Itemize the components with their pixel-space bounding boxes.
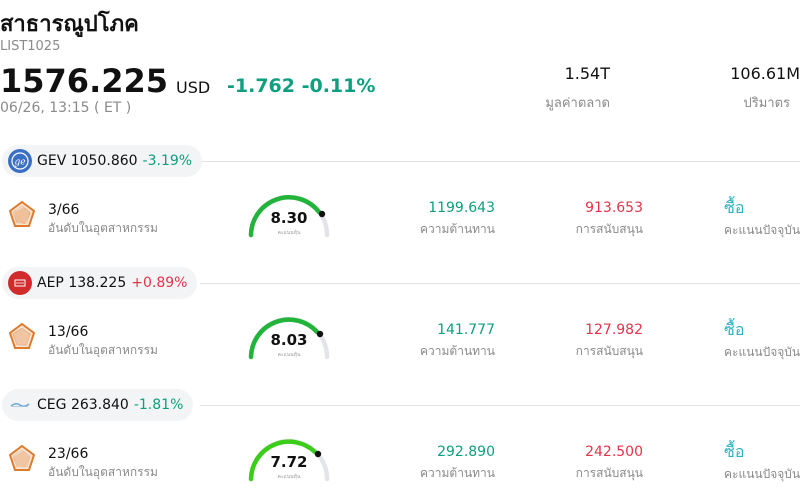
rating-label: คะแนนปัจจุบัน <box>724 223 800 237</box>
change-percent: -0.11% <box>301 75 376 97</box>
ceg-logo-icon <box>8 393 32 417</box>
resistance-value: 292.890 <box>437 444 495 460</box>
rating-label: คะแนนปัจจุบัน <box>724 345 800 359</box>
stock-score-label: คะแนนหุ้น <box>277 474 301 480</box>
score-gauge <box>248 194 330 238</box>
stock-score-label: คะแนนหุ้น <box>277 352 301 358</box>
industry-rank: 23/66 <box>48 446 89 462</box>
industry-rank: 13/66 <box>48 324 89 340</box>
stock-score: 8.03 <box>270 331 308 349</box>
stock-score-label: คะแนนหุ้น <box>277 230 301 236</box>
volume-value: 106.61M <box>730 64 800 83</box>
industry-rank-label: อันดับในอุตสาหกรรม <box>48 343 158 357</box>
stock-score: 8.30 <box>270 209 308 227</box>
stock-change: -1.81% <box>133 397 184 413</box>
timestamp: 06/26, 13:15 ( ET ) <box>0 100 132 116</box>
divider <box>200 283 800 284</box>
rank-pentagon-icon <box>8 444 36 471</box>
stock-ticker-price: GEV 1050.860 <box>37 153 138 169</box>
rank-pentagon-icon <box>8 322 36 349</box>
stock-chip[interactable]: CEG 263.840 -1.81% <box>2 389 194 421</box>
aep-logo-icon <box>8 271 32 295</box>
support-label: การสนับสนุน <box>575 466 643 480</box>
index-price: 1576.225 <box>0 62 169 100</box>
stock-ticker-price: CEG 263.840 <box>37 397 129 413</box>
stock-row[interactable]: ge GEV 1050.860 -3.19% 3/66 อันดับในอุตส… <box>0 145 800 267</box>
svg-text:ge: ge <box>14 158 25 168</box>
industry-rank: 3/66 <box>48 202 80 218</box>
stock-chip[interactable]: ge GEV 1050.860 -3.19% <box>2 145 203 177</box>
stock-ticker-price: AEP 138.225 <box>37 275 127 291</box>
price-change: -1.762 -0.11% <box>227 75 375 97</box>
ge-logo-icon: ge <box>8 149 32 173</box>
page-title: สาธารณูปโภค <box>0 12 139 37</box>
rank-pentagon-icon <box>8 200 36 227</box>
stock-row[interactable]: AEP 138.225 +0.89% 13/66 อันดับในอุตสาหก… <box>0 267 800 389</box>
resistance-value: 1199.643 <box>428 200 495 216</box>
stock-change: -3.19% <box>142 153 193 169</box>
support-value: 242.500 <box>585 444 643 460</box>
index-code: LIST1025 <box>0 39 61 54</box>
stock-chip[interactable]: AEP 138.225 +0.89% <box>2 267 198 299</box>
change-value: -1.762 <box>227 75 295 97</box>
support-label: การสนับสนุน <box>575 222 643 236</box>
score-gauge <box>248 438 330 482</box>
volume-label: ปริมาตร <box>743 96 790 111</box>
resistance-value: 141.777 <box>437 322 495 338</box>
market-cap-label: มูลค่าตลาด <box>545 96 610 111</box>
support-label: การสนับสนุน <box>575 344 643 358</box>
industry-rank-label: อันดับในอุตสาหกรรม <box>48 221 158 235</box>
rating-action[interactable]: ซื้อ <box>724 320 745 339</box>
resistance-label: ความต้านทาน <box>420 466 495 480</box>
rating-label: คะแนนปัจจุบัน <box>724 467 800 481</box>
market-cap-value: 1.54T <box>564 64 610 83</box>
resistance-label: ความต้านทาน <box>420 344 495 358</box>
support-value: 913.653 <box>585 200 643 216</box>
rating-action[interactable]: ซื้อ <box>724 442 745 461</box>
support-value: 127.982 <box>585 322 643 338</box>
stock-score: 7.72 <box>270 453 308 471</box>
divider <box>200 405 800 406</box>
resistance-label: ความต้านทาน <box>420 222 495 236</box>
rating-action[interactable]: ซื้อ <box>724 198 745 217</box>
stock-change: +0.89% <box>131 275 188 291</box>
industry-rank-label: อันดับในอุตสาหกรรม <box>48 465 158 479</box>
divider <box>200 161 800 162</box>
currency-label: USD <box>176 78 211 97</box>
stock-row[interactable]: CEG 263.840 -1.81% 23/66 อันดับในอุตสาหก… <box>0 389 800 499</box>
score-gauge <box>248 316 330 360</box>
